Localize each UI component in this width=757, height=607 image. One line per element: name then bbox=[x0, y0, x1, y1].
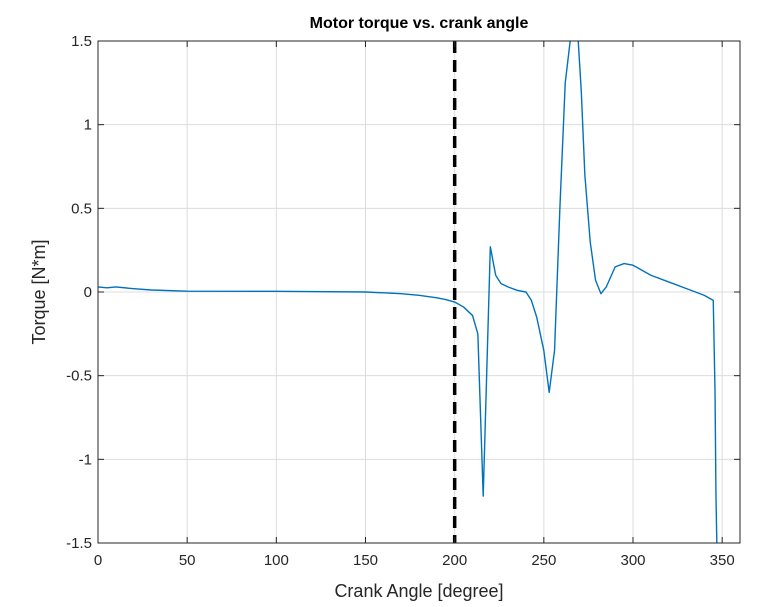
y-tick-label: 1.5 bbox=[71, 33, 92, 50]
series-layer bbox=[98, 41, 718, 543]
x-tick-label: 150 bbox=[353, 552, 378, 569]
y-tick-label: 0 bbox=[84, 284, 92, 301]
y-tick-label: 1 bbox=[84, 117, 92, 134]
y-axis-label: Torque [N*m] bbox=[29, 239, 49, 344]
chart-title: Motor torque vs. crank angle bbox=[310, 15, 529, 32]
y-tick-label: -0.5 bbox=[66, 368, 92, 385]
x-tick-labels: 0 50 100 150 200 250 300 350 bbox=[94, 552, 735, 569]
y-tick-label: 0.5 bbox=[71, 200, 92, 217]
x-tick-label: 350 bbox=[710, 552, 735, 569]
x-tick-label: 50 bbox=[179, 552, 196, 569]
x-tick-label: 0 bbox=[94, 552, 102, 569]
y-tick-labels: -1.5 -1 -0.5 0 0.5 1 1.5 bbox=[66, 33, 92, 552]
tick-marks bbox=[97, 40, 740, 544]
y-tick-label: -1 bbox=[79, 451, 92, 468]
y-tick-label: -1.5 bbox=[66, 535, 92, 552]
x-tick-label: 100 bbox=[264, 552, 289, 569]
x-tick-label: 300 bbox=[620, 552, 645, 569]
series-line bbox=[98, 41, 718, 543]
x-tick-label: 200 bbox=[442, 552, 467, 569]
x-tick-label: 250 bbox=[531, 552, 556, 569]
x-axis-label: Crank Angle [degree] bbox=[334, 581, 503, 601]
